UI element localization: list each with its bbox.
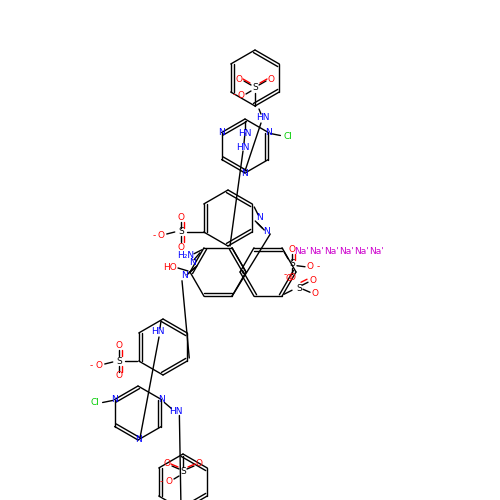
Text: -: - [89, 362, 92, 370]
Text: HN: HN [238, 128, 252, 138]
Text: O: O [306, 262, 314, 272]
Text: -: - [152, 232, 156, 240]
Text: S: S [180, 468, 186, 476]
Text: O: O [166, 478, 172, 486]
Text: Na': Na' [294, 247, 309, 256]
Text: -: - [160, 478, 162, 486]
Text: -: - [284, 270, 286, 278]
Text: HN: HN [168, 407, 182, 416]
Text: O: O [178, 212, 184, 222]
Text: -: - [232, 90, 235, 100]
Text: N: N [188, 258, 196, 268]
Text: O: O [288, 274, 296, 282]
Text: O: O [116, 372, 122, 380]
Text: Cl: Cl [284, 132, 293, 141]
Text: O: O [236, 76, 242, 84]
Text: S: S [296, 284, 302, 292]
Text: S: S [116, 356, 121, 366]
Text: H₂N: H₂N [178, 252, 194, 260]
Text: N: N [265, 128, 272, 137]
Text: O: O [268, 76, 274, 84]
Text: Cl: Cl [90, 398, 99, 407]
Text: O: O [238, 90, 244, 100]
Text: S: S [178, 228, 184, 236]
Text: O: O [178, 242, 184, 252]
Text: Na': Na' [354, 247, 369, 256]
Text: O: O [196, 460, 202, 468]
Text: S: S [289, 260, 295, 268]
Text: N: N [242, 168, 248, 177]
Text: S: S [252, 84, 258, 92]
Text: HO: HO [163, 262, 177, 272]
Text: O: O [164, 460, 170, 468]
Text: Na': Na' [339, 247, 354, 256]
Text: Na': Na' [369, 247, 384, 256]
Text: O: O [116, 342, 122, 350]
Text: N: N [180, 272, 188, 280]
Text: HN: HN [256, 114, 270, 122]
Text: O: O [312, 288, 318, 298]
Text: N: N [256, 214, 262, 222]
Text: N: N [218, 128, 225, 137]
Text: -: - [316, 262, 320, 272]
Text: HN: HN [236, 142, 250, 152]
Text: Na': Na' [324, 247, 339, 256]
Text: N: N [158, 395, 165, 404]
Text: N: N [263, 226, 270, 235]
Text: O: O [288, 246, 296, 254]
Text: O: O [310, 276, 316, 284]
Text: O: O [96, 362, 102, 370]
Text: O: O [286, 274, 292, 282]
Text: O: O [158, 232, 164, 240]
Text: N: N [134, 436, 141, 444]
Text: HN: HN [151, 328, 165, 336]
Text: Na': Na' [309, 247, 324, 256]
Text: N: N [111, 395, 118, 404]
